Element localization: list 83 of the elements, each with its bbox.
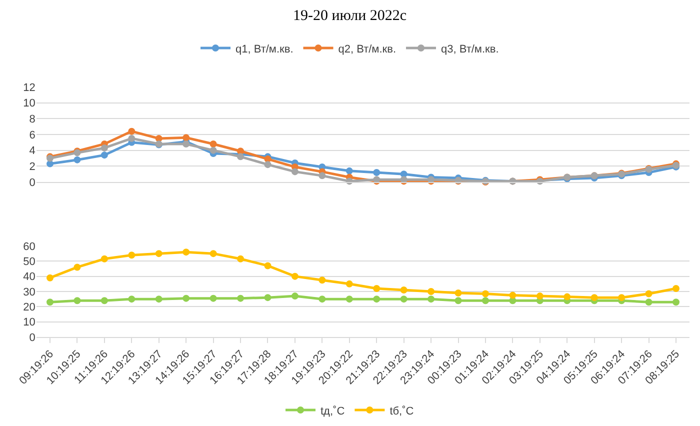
point (264, 262, 272, 270)
point (46, 160, 54, 168)
y-tick-label: 10 (23, 316, 36, 329)
point (74, 264, 81, 271)
point (482, 297, 489, 304)
y-tick-label: 12 (23, 82, 36, 94)
point (100, 255, 108, 262)
y-tick-label: 0 (29, 332, 36, 344)
point (400, 296, 408, 303)
point (210, 146, 217, 154)
point (182, 134, 190, 142)
point (155, 296, 162, 303)
point (100, 152, 108, 159)
point (128, 128, 136, 135)
point (155, 250, 162, 258)
point (590, 294, 598, 302)
point (100, 144, 108, 152)
point (428, 296, 435, 303)
point (237, 294, 244, 302)
point (618, 294, 626, 302)
point (291, 168, 298, 176)
point (672, 284, 680, 292)
y-tick-label: 2 (29, 161, 36, 174)
point (672, 298, 680, 306)
point (291, 292, 298, 300)
point (373, 296, 380, 303)
point (454, 297, 462, 304)
point (645, 290, 652, 298)
point (210, 294, 217, 302)
y-tick-label: 20 (23, 302, 36, 314)
legend-label: q3, Вт/м.кв. (441, 43, 499, 56)
y-tick-label: 4 (29, 145, 36, 158)
y-tick-label: 10 (23, 98, 36, 110)
legend-label: tд,˚C (320, 405, 345, 418)
point (237, 153, 244, 160)
point (237, 255, 244, 262)
point (237, 148, 244, 155)
point (264, 294, 272, 302)
point (400, 170, 408, 178)
point (182, 140, 190, 148)
point (210, 250, 217, 258)
point (645, 298, 652, 306)
point (182, 248, 190, 256)
point (264, 161, 272, 168)
point (564, 293, 571, 300)
point (210, 140, 217, 148)
point (128, 134, 136, 142)
point (46, 274, 54, 282)
point (428, 288, 435, 295)
point (74, 297, 81, 304)
legend-label: q2, Вт/м.кв. (338, 43, 396, 56)
point (400, 286, 408, 294)
point (318, 296, 326, 303)
point (318, 276, 326, 284)
y-tick-label: 40 (23, 271, 36, 284)
point (74, 156, 81, 164)
legend-label: tб,˚C (390, 405, 414, 418)
point (346, 296, 353, 303)
point (46, 298, 54, 306)
point (373, 169, 380, 176)
point (128, 296, 136, 303)
point (291, 272, 298, 280)
point (100, 297, 108, 304)
y-tick-label: 30 (23, 286, 36, 298)
point (128, 252, 136, 259)
point (536, 292, 544, 300)
point (482, 290, 489, 298)
y-tick-label: 50 (23, 256, 36, 268)
point (509, 292, 516, 299)
legend-label: q1, Вт/м.кв. (236, 43, 294, 56)
y-tick-label: 6 (29, 129, 36, 142)
point (182, 294, 190, 302)
chart-title: 19-20 июли 2022с (293, 8, 407, 24)
point (155, 134, 162, 142)
y-tick-label: 8 (29, 114, 36, 126)
y-tick-label: 0 (29, 176, 36, 189)
point (346, 280, 353, 288)
point (346, 167, 353, 174)
point (318, 172, 326, 180)
point (373, 284, 380, 292)
y-tick-label: 60 (23, 240, 36, 253)
point (454, 290, 462, 297)
point (264, 156, 272, 163)
